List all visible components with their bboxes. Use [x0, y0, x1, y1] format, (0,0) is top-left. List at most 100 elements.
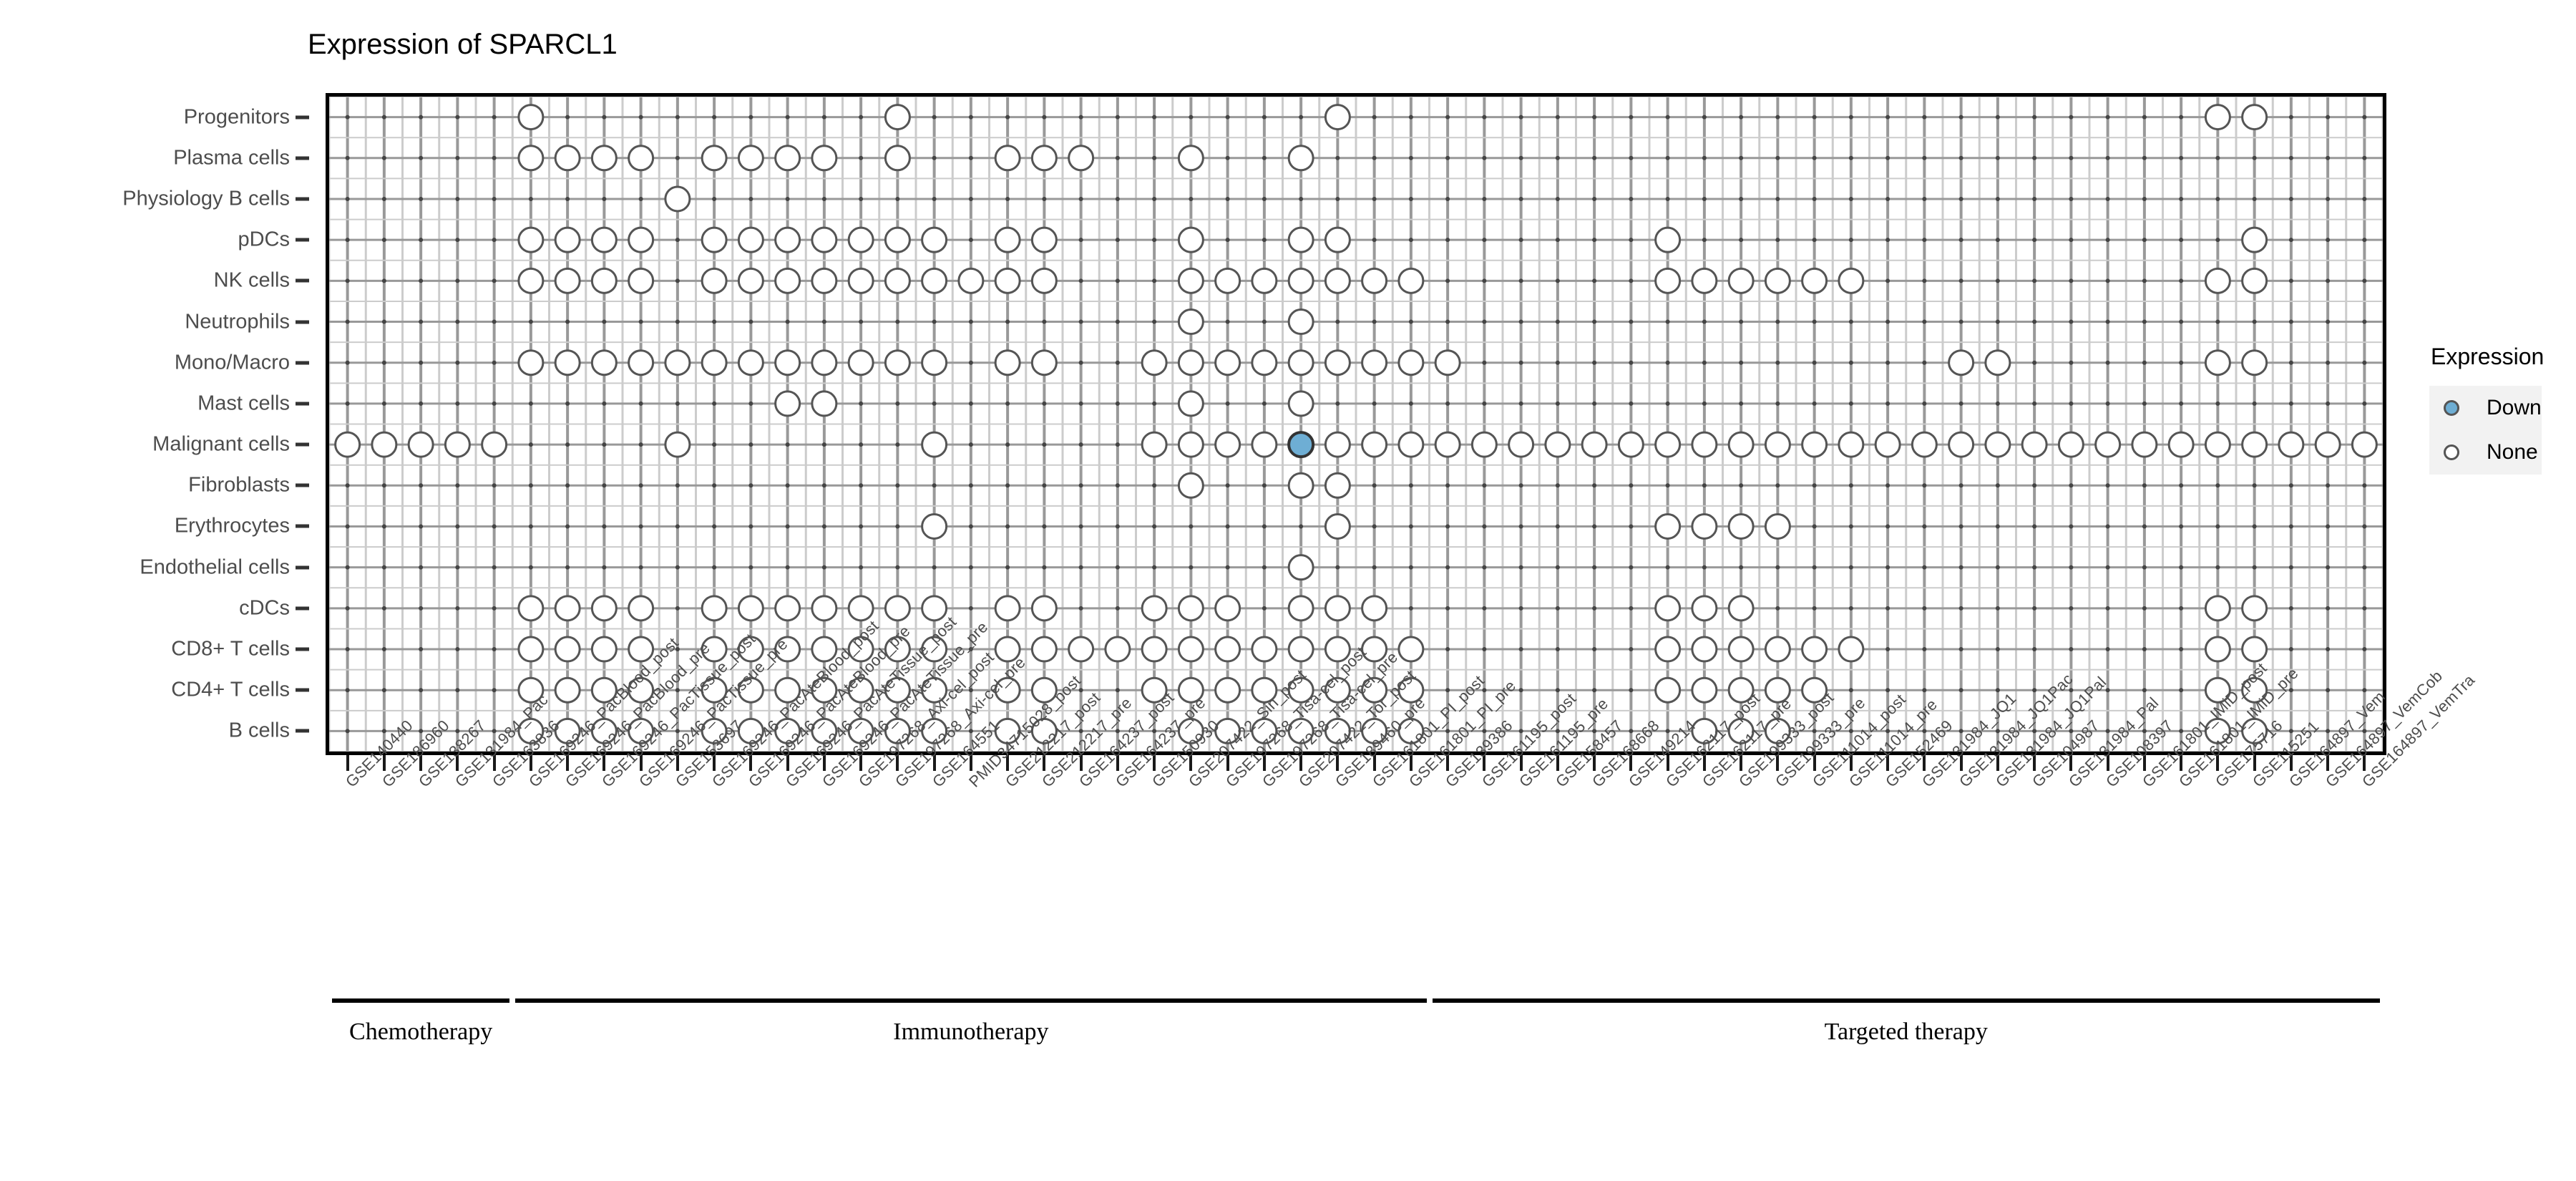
x-axis-tick-mark [1776, 755, 1780, 771]
dot-marker [1214, 676, 1241, 704]
dot-marker [1214, 349, 1241, 376]
group-bracket-label: Immunotherapy [893, 1019, 1049, 1045]
dot-marker [884, 636, 911, 663]
dot-marker [921, 431, 948, 458]
dot-marker [590, 267, 618, 294]
x-axis-tick-mark [675, 755, 679, 771]
dot-marker [701, 349, 728, 376]
dot-marker [517, 636, 545, 663]
page-title: Expression of SPARCL1 [308, 29, 618, 60]
dot-marker [847, 349, 874, 376]
dot-marker [701, 595, 728, 622]
dot-marker [1434, 349, 1461, 376]
dot-marker [1654, 595, 1682, 622]
dot-marker [1030, 717, 1058, 744]
x-axis-tick-mark [1079, 755, 1083, 771]
x-axis-tick-mark [2363, 755, 2366, 771]
dot-marker [737, 717, 764, 744]
dot-marker [1030, 226, 1058, 253]
x-axis-tick-mark [566, 755, 570, 771]
x-axis-tick-mark [1556, 755, 1559, 771]
dot-marker [1691, 595, 1718, 622]
x-axis-tick-mark [1226, 755, 1229, 771]
x-axis-tick-mark [602, 755, 606, 771]
dot-marker [1727, 595, 1755, 622]
dot-marker [1324, 104, 1351, 131]
dot-marker [2204, 595, 2231, 622]
group-bracket-line [1432, 998, 2380, 1003]
dot-marker [1948, 431, 1975, 458]
x-axis-tick-mark [1336, 755, 1340, 771]
x-axis-tick-mark [2326, 755, 2330, 771]
dot-marker [1324, 226, 1351, 253]
dot-marker [481, 431, 508, 458]
legend-item-none[interactable]: None [2429, 430, 2542, 475]
dot-marker [554, 267, 581, 294]
dot-marker [1397, 717, 1425, 744]
dot-marker [1287, 676, 1314, 704]
dot-marker [701, 267, 728, 294]
x-axis-tick-mark [859, 755, 863, 771]
dot-marker [1727, 717, 1755, 744]
y-axis-tick-label: Endothelial cells [140, 555, 290, 579]
dot-marker [1838, 636, 1865, 663]
dot-marker [2241, 595, 2268, 622]
dot-marker [2241, 717, 2268, 744]
y-axis-tick-mark [296, 729, 309, 733]
x-axis-tick-mark [1959, 755, 1963, 771]
y-axis-tick-label: Physiology B cells [122, 187, 290, 210]
dot-marker [1801, 676, 1828, 704]
dot-marker [1214, 636, 1241, 663]
dot-marker [994, 676, 1021, 704]
dot-marker [628, 145, 655, 172]
down-marker-icon [2444, 400, 2459, 416]
y-axis-tick-label: Erythrocytes [174, 514, 290, 538]
dot-marker [2057, 431, 2084, 458]
dot-marker [774, 390, 801, 417]
x-axis-tick-mark [1666, 755, 1669, 771]
dot-marker [811, 595, 838, 622]
dot-marker [1141, 636, 1168, 663]
x-axis-tick-mark [713, 755, 716, 771]
dot-marker [1911, 431, 1938, 458]
dot-marker [1177, 717, 1204, 744]
dot-marker [774, 636, 801, 663]
dot-marker [1214, 595, 1241, 622]
dot-marker [664, 349, 691, 376]
dot-marker [1287, 554, 1314, 581]
dot-marker [774, 267, 801, 294]
dot-marker [1287, 390, 1314, 417]
x-axis-tick-mark [749, 755, 753, 771]
dot-marker [1324, 472, 1351, 499]
dot-marker [1691, 512, 1718, 540]
dot-marker [774, 595, 801, 622]
dot-marker [884, 676, 911, 704]
dot-marker [1287, 472, 1314, 499]
dot-marker [1727, 636, 1755, 663]
dot-marker [1324, 512, 1351, 540]
dot-marker [1691, 267, 1718, 294]
x-axis-tick-mark [1409, 755, 1413, 771]
dot-marker [1691, 431, 1718, 458]
dot-marker [1030, 636, 1058, 663]
x-axis-tick-mark [932, 755, 936, 771]
dot-marker [737, 145, 764, 172]
dot-marker [1324, 267, 1351, 294]
x-axis-tick-mark [492, 755, 496, 771]
dot-marker [1764, 512, 1791, 540]
legend-item-down[interactable]: Down [2429, 386, 2542, 430]
x-axis-tick-mark [1593, 755, 1596, 771]
plot-panel [326, 93, 2386, 755]
dot-marker [811, 717, 838, 744]
dot-marker [1397, 676, 1425, 704]
dot-marker [517, 104, 545, 131]
dot-marker [1727, 512, 1755, 540]
dot-marker [1251, 267, 1278, 294]
dot-marker [590, 145, 618, 172]
dot-marker [847, 676, 874, 704]
dot-marker [2351, 431, 2378, 458]
y-axis-tick-label: Neutrophils [185, 310, 290, 334]
dot-marker [1177, 226, 1204, 253]
dot-marker [884, 595, 911, 622]
dot-marker [334, 431, 361, 458]
